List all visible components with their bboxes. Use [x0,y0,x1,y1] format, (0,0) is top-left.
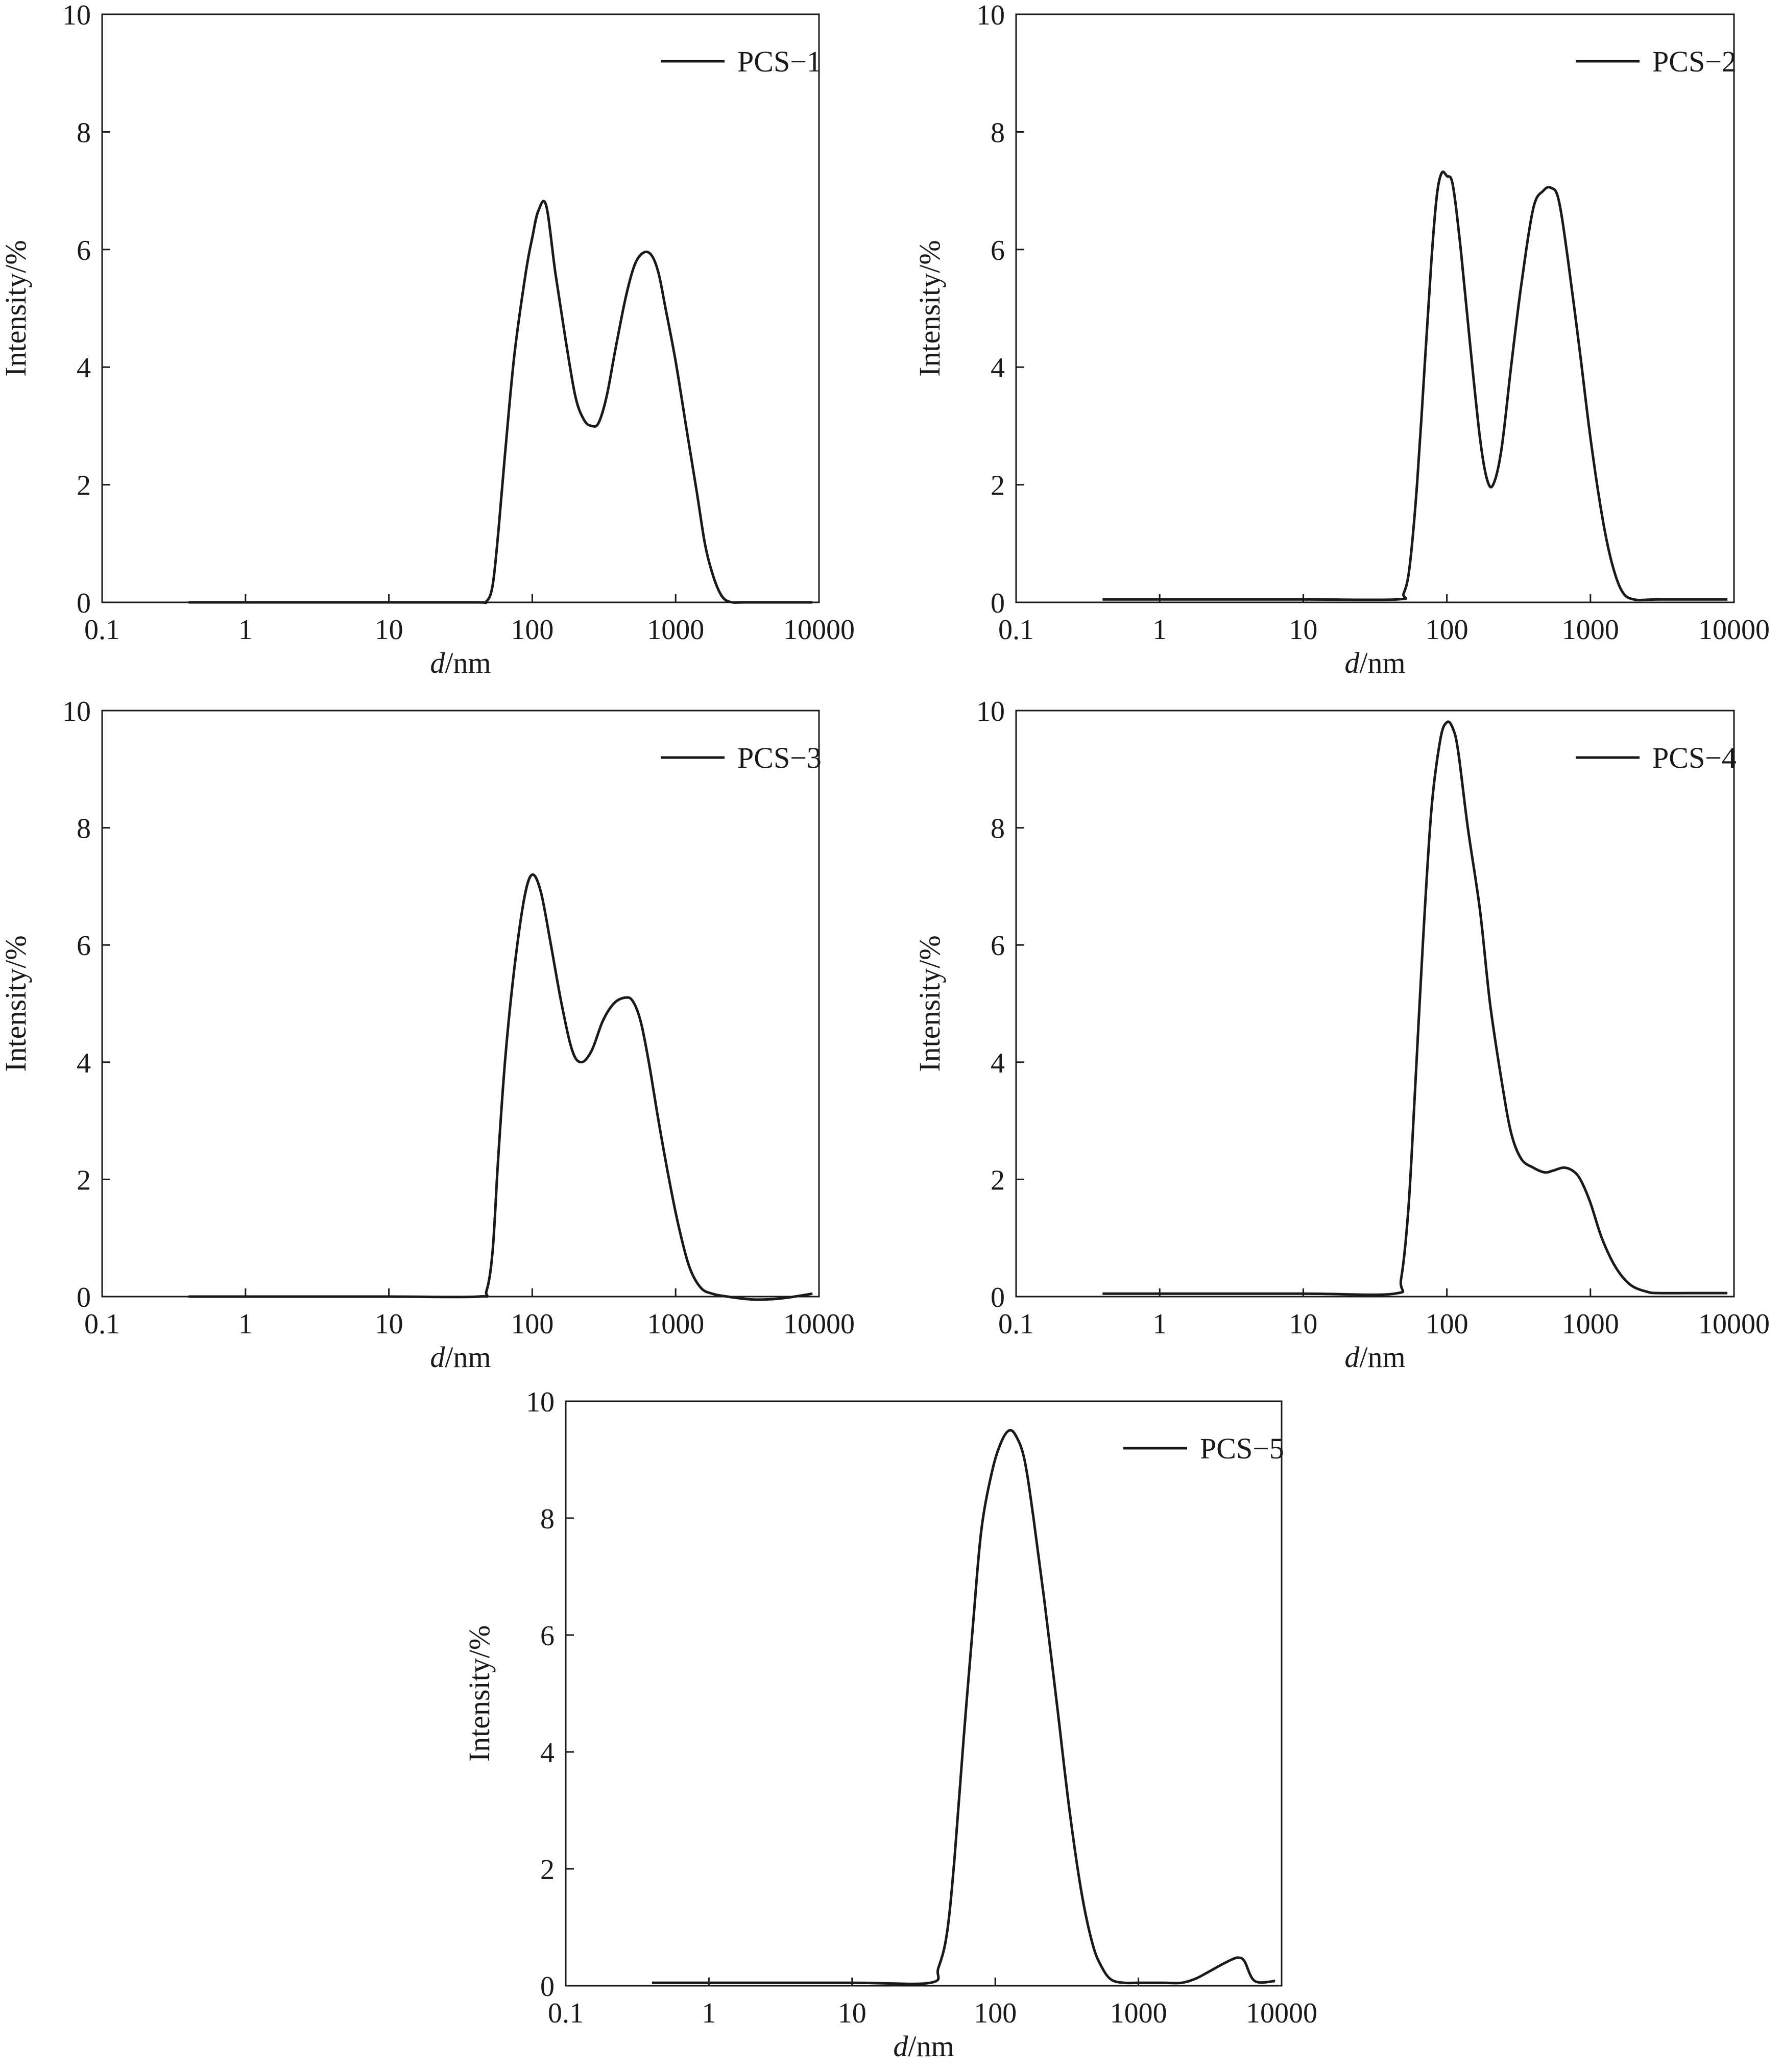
x-tick-label: 10 [375,614,403,646]
y-tick-label: 8 [991,813,1005,845]
plot-frame [1015,710,1735,1298]
series-line-1 [188,200,813,604]
legend: PCS−1 [661,45,822,78]
x-axis-title: d/nm [430,1340,491,1374]
x-axis-title: d/nm [430,646,491,679]
x-tick-label: 100 [974,1997,1017,2029]
y-tick-label: 8 [77,813,91,845]
chart-panel-2: 0 2 4 6 8 10 0.1 1 10 100 1000 10000 d/nm Intensity/%… [913,0,1770,679]
y-tick-label: 10 [526,1386,555,1418]
y-tick-label: 2 [77,1164,91,1196]
legend-label: PCS−3 [737,741,822,774]
x-tick-label: 100 [1426,1308,1468,1340]
y-tick-label: 10 [976,696,1005,727]
y-tick-label: 4 [991,352,1005,384]
x-tick-label: 1 [238,1308,253,1340]
x-tick-label: 100 [511,1308,553,1340]
x-tick-label: 10000 [1698,1308,1770,1340]
chart-panel-5: 0 2 4 6 8 10 0.1 1 10 100 1000 10000 d/nm Intensity/%… [463,1386,1317,2063]
y-tick-label: 4 [540,1737,555,1769]
x-tick-label: 10 [375,1308,403,1340]
legend: PCS−5 [1123,1432,1284,1465]
y-tick-label: 0 [991,1282,1005,1313]
y-tick-label: 0 [77,1282,91,1313]
y-axis-title: Intensity/% [913,240,946,376]
x-tick-label: 1 [1152,1308,1167,1340]
x-axis-title: d/nm [893,2030,954,2063]
y-axis-title: Intensity/% [0,935,32,1071]
plot-frame [565,1400,1283,1987]
legend-label: PCS−1 [737,45,822,78]
y-tick-label: 0 [991,588,1005,619]
x-tick-label: 1000 [647,614,704,646]
chart-panel-3: 0 2 4 6 8 10 0.1 1 10 100 1000 10000 d/nm Intensity/%… [0,696,855,1374]
legend: PCS−3 [661,741,822,774]
chart-panel-4: 0 2 4 6 8 10 0.1 1 10 100 1000 10000 d/nm Intensity/%… [913,696,1770,1374]
x-tick-label: 100 [511,614,553,646]
y-tick-label: 2 [77,470,91,502]
y-tick-label: 4 [77,352,91,384]
x-tick-label: 0.1 [84,1308,120,1340]
y-tick-label: 0 [540,1971,555,2003]
x-tick-label: 10000 [1698,614,1770,646]
y-axis-title: Intensity/% [463,1625,496,1762]
x-tick-label: 0.1 [998,1308,1034,1340]
y-tick-label: 10 [62,0,91,31]
series-line-3 [188,873,813,1301]
y-tick-label: 10 [976,0,1005,31]
legend: PCS−4 [1576,741,1737,774]
x-tick-label: 1000 [1562,1308,1619,1340]
legend: PCS−2 [1576,45,1737,78]
x-tick-label: 10000 [783,1308,855,1340]
y-axis-title: Intensity/% [0,240,32,376]
y-tick-label: 10 [62,696,91,727]
y-tick-label: 8 [991,117,1005,149]
x-tick-label: 1 [1152,614,1167,646]
x-tick-label: 1 [238,614,253,646]
x-tick-label: 0.1 [84,614,120,646]
y-tick-label: 6 [540,1620,555,1652]
x-tick-label: 10 [838,1997,866,2029]
x-axis-title: d/nm [1344,1340,1405,1374]
x-tick-label: 10000 [783,614,855,646]
y-axis-title: Intensity/% [913,935,946,1071]
x-tick-label: 10 [1289,614,1317,646]
series-line-5 [652,1429,1275,1985]
y-tick-label: 2 [991,470,1005,502]
x-tick-label: 1000 [1110,1997,1167,2029]
y-tick-label: 6 [77,930,91,962]
y-tick-label: 6 [991,930,1005,962]
plot-frame [101,13,820,603]
y-tick-label: 0 [77,588,91,619]
x-tick-label: 0.1 [998,614,1034,646]
y-tick-label: 4 [77,1047,91,1079]
y-tick-label: 4 [991,1047,1005,1079]
series-line-4 [1102,720,1728,1296]
legend-label: PCS−5 [1200,1432,1284,1465]
plot-frame [1015,13,1735,603]
x-tick-label: 10 [1289,1308,1317,1340]
x-tick-label: 10000 [1246,1997,1317,2029]
x-tick-label: 100 [1426,614,1468,646]
plot-frame [101,710,820,1298]
x-tick-label: 1000 [1562,614,1619,646]
legend-label: PCS−4 [1652,741,1737,774]
x-tick-label: 0.1 [548,1997,584,2029]
x-tick-label: 1000 [647,1308,704,1340]
x-axis-title: d/nm [1344,646,1405,679]
chart-panel-1: 0 2 4 6 8 10 0.1 1 10 100 1000 10000 d/nm Intensity/%… [0,0,855,679]
y-tick-label: 6 [991,235,1005,266]
x-tick-label: 1 [702,1997,716,2029]
y-tick-label: 2 [991,1164,1005,1196]
y-tick-label: 2 [540,1854,555,1886]
legend-label: PCS−2 [1652,45,1737,78]
y-tick-label: 8 [77,117,91,149]
series-line-2 [1102,170,1728,601]
y-tick-label: 6 [77,235,91,266]
y-tick-label: 8 [540,1503,555,1535]
